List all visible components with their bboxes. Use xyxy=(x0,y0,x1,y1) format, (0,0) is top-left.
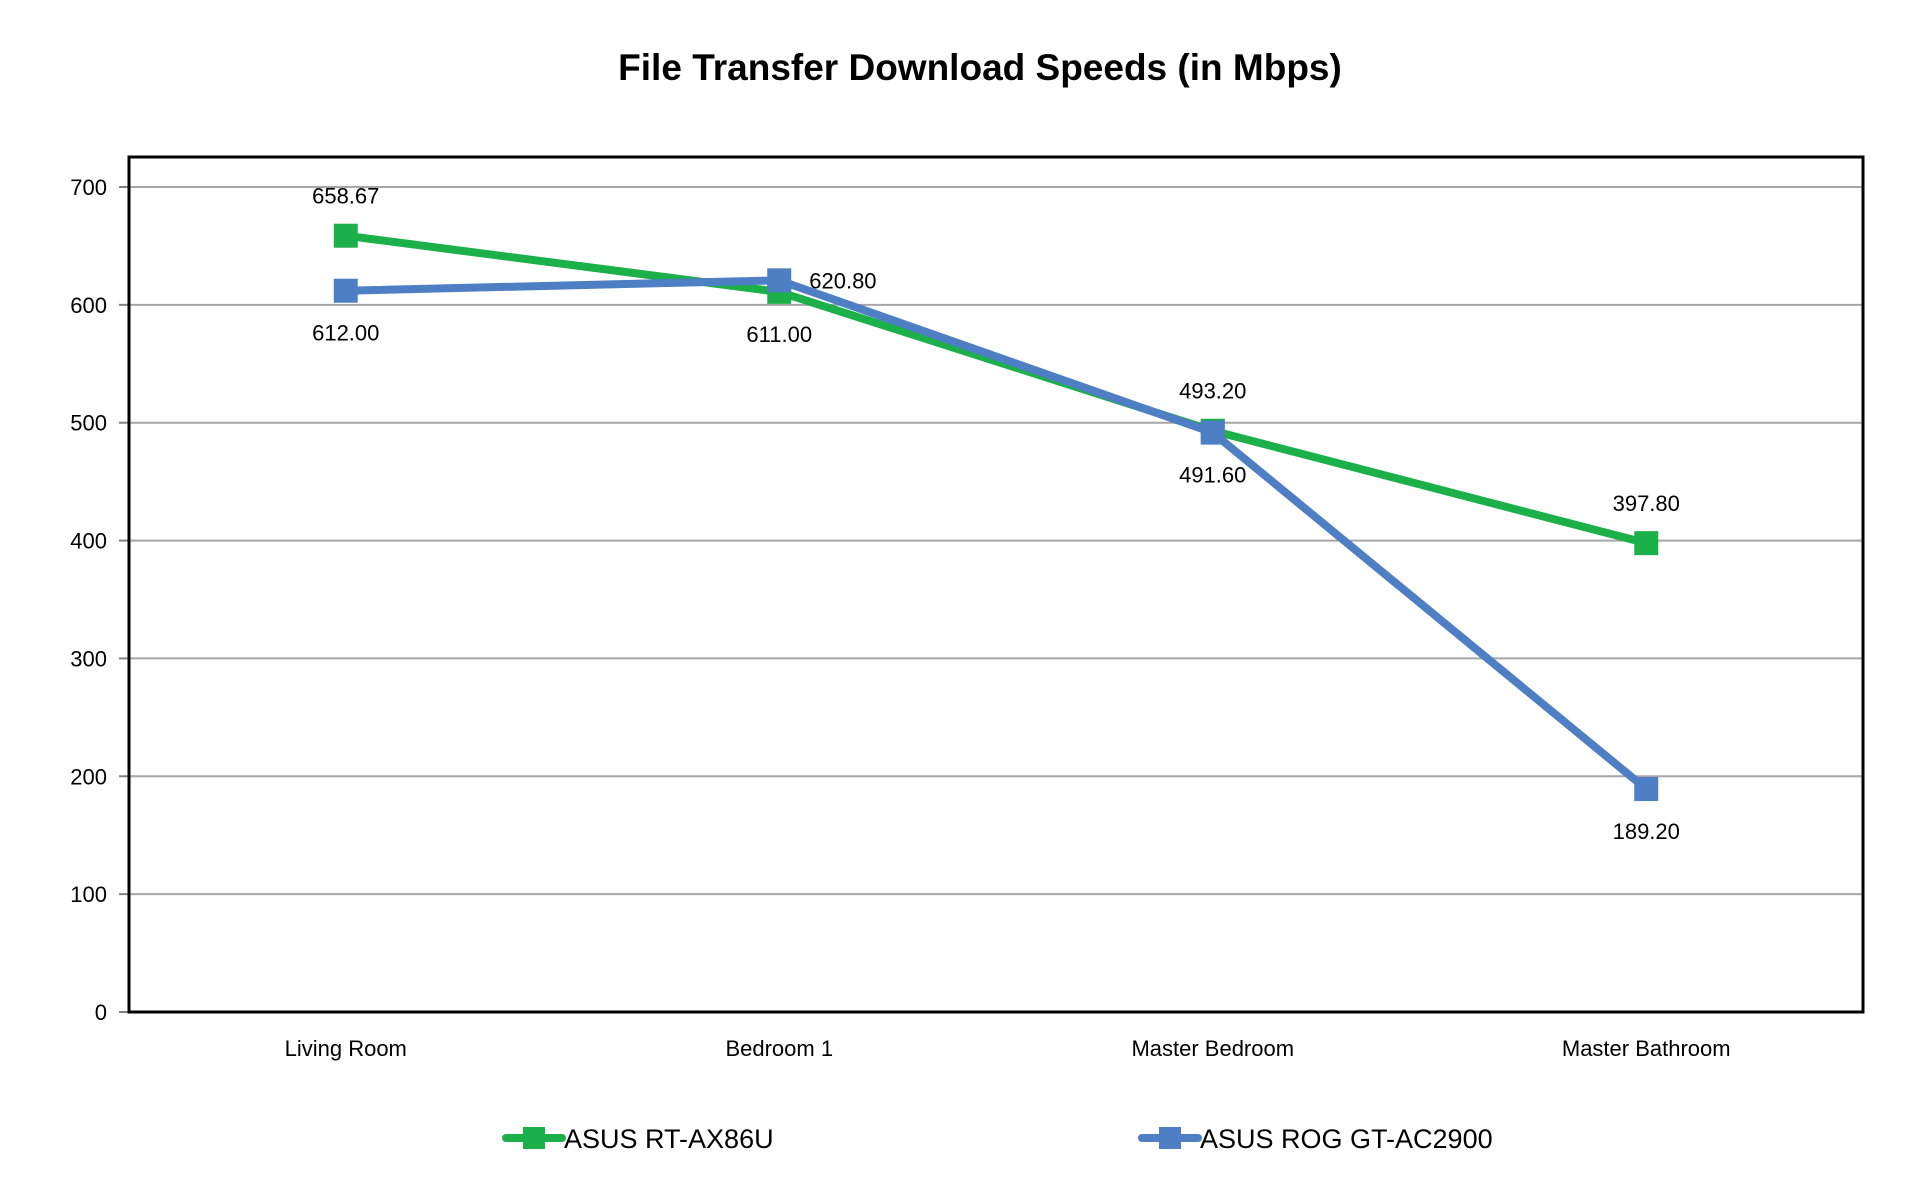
y-tick-label-0: 0 xyxy=(95,1000,107,1025)
x-tick-label-bedroom-1: Bedroom 1 xyxy=(725,1036,833,1061)
data-label-asus-rog-gt-ac2900-bedroom-1: 620.80 xyxy=(809,268,876,293)
legend-label-asus-rog-gt-ac2900: ASUS ROG GT-AC2900 xyxy=(1200,1124,1493,1154)
legend-marker-asus-rt-ax86u xyxy=(523,1127,545,1149)
legend-marker-asus-rog-gt-ac2900 xyxy=(1159,1127,1181,1149)
plot-area-frame xyxy=(127,155,1865,1014)
y-tick-label-200: 200 xyxy=(70,764,107,789)
data-label-asus-rt-ax86u-living-room: 658.67 xyxy=(312,184,379,209)
x-tick-label-master-bathroom: Master Bathroom xyxy=(1562,1036,1731,1061)
legend-label-asus-rt-ax86u: ASUS RT-AX86U xyxy=(564,1124,774,1154)
data-label-asus-rt-ax86u-master-bedroom: 493.20 xyxy=(1179,379,1246,404)
y-tick-label-500: 500 xyxy=(70,411,107,436)
x-tick-label-living-room: Living Room xyxy=(285,1036,407,1061)
marker-asus-rt-ax86u-living-room xyxy=(333,223,358,248)
y-tick-label-600: 600 xyxy=(70,293,107,318)
marker-asus-rog-gt-ac2900-master-bedroom xyxy=(1200,420,1225,445)
marker-asus-rog-gt-ac2900-master-bathroom xyxy=(1634,777,1659,802)
data-label-asus-rog-gt-ac2900-master-bathroom: 189.20 xyxy=(1613,819,1680,844)
data-label-asus-rt-ax86u-bedroom-1: 611.00 xyxy=(746,322,812,347)
marker-asus-rog-gt-ac2900-bedroom-1 xyxy=(767,268,792,293)
y-tick-label-400: 400 xyxy=(70,529,107,554)
data-label-asus-rt-ax86u-master-bathroom: 397.80 xyxy=(1613,491,1680,516)
series-line-asus-rt-ax86u xyxy=(341,231,1651,548)
series-line-asus-rog-gt-ac2900 xyxy=(341,276,1651,794)
marker-asus-rt-ax86u-master-bathroom xyxy=(1634,531,1659,556)
data-labels: 658.67 611.00 493.20 397.80 612.00 620.80 491.… xyxy=(312,184,1680,844)
x-tick-label-master-bedroom: Master Bedroom xyxy=(1131,1036,1294,1061)
gridlines xyxy=(129,186,1863,896)
axes: 0 100 200 300 400 500 600 700 Living Room Bedroom… xyxy=(70,175,1730,1061)
data-label-asus-rog-gt-ac2900-living-room: 612.00 xyxy=(312,321,379,346)
series xyxy=(333,223,1659,802)
y-tick-label-700: 700 xyxy=(70,175,107,200)
y-tick-label-300: 300 xyxy=(70,646,107,671)
chart-title: File Transfer Download Speeds (in Mbps) xyxy=(618,47,1342,88)
y-tick-label-100: 100 xyxy=(70,882,107,907)
data-label-asus-rog-gt-ac2900-master-bedroom: 491.60 xyxy=(1179,463,1246,488)
marker-asus-rog-gt-ac2900-living-room xyxy=(333,278,358,303)
legend: ASUS RT-AX86U ASUS ROG GT-AC2900 xyxy=(502,1124,1493,1154)
